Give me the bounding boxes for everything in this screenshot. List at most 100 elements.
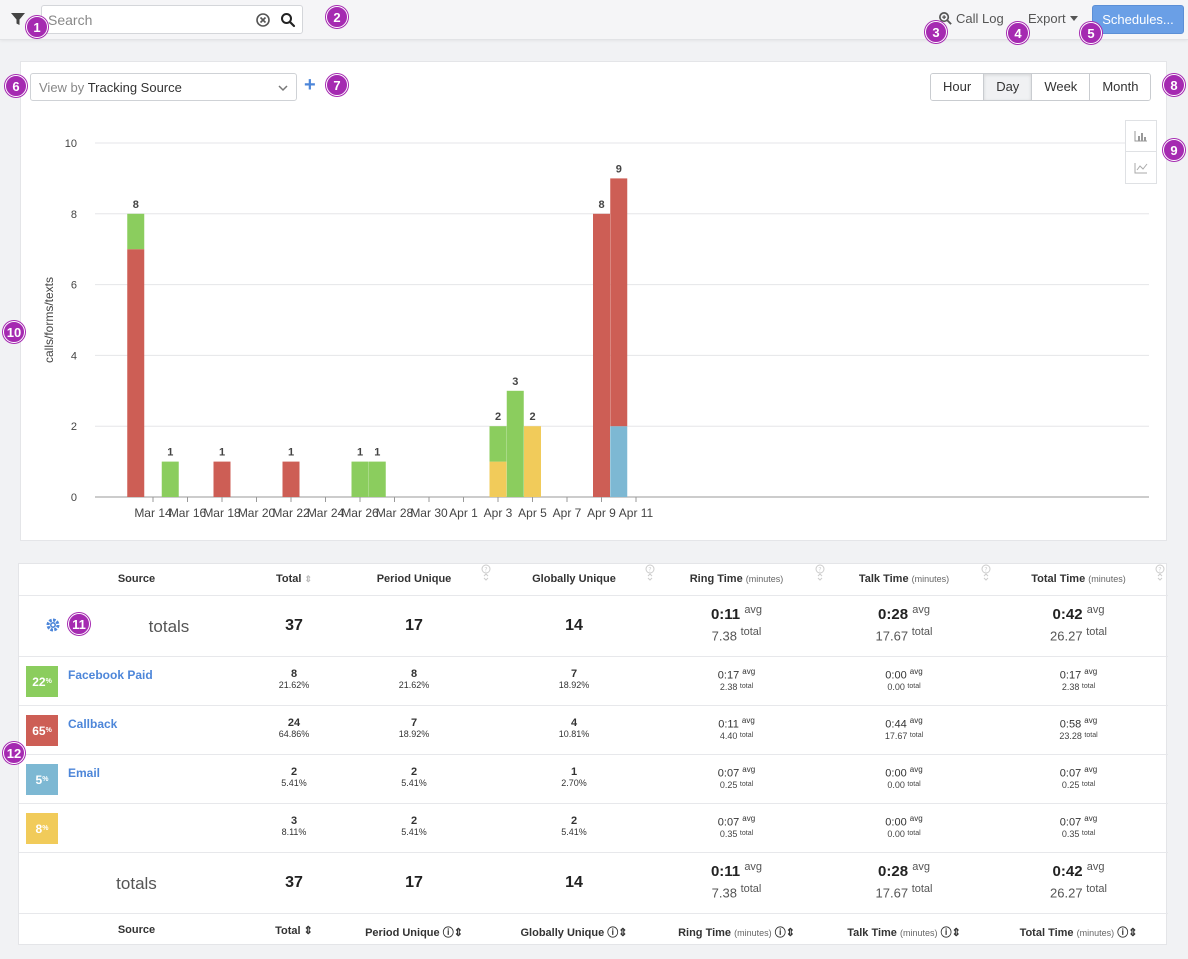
sources-table: Source Total ⇕ Period Unique Globally Un… bbox=[18, 563, 1168, 945]
time-total: 0.35 bbox=[719, 828, 738, 839]
bar-chart-button[interactable] bbox=[1125, 120, 1157, 152]
footer-period-unique[interactable]: Period Unique ⓘ⇕ bbox=[334, 924, 494, 940]
bar-segment bbox=[489, 426, 507, 462]
export-dropdown[interactable]: Export bbox=[1028, 11, 1078, 26]
table-row: 22% Facebook Paid 8 21.62% 8 21.62% 7 18… bbox=[19, 657, 1168, 706]
total-label: total bbox=[1081, 829, 1096, 837]
source-link[interactable]: Callback bbox=[68, 717, 118, 731]
globally-unique-cell-percent: 18.92% bbox=[558, 680, 590, 690]
period-hour-button[interactable]: Hour bbox=[931, 74, 984, 100]
footer-talk-time[interactable]: Talk Time (minutes) ⓘ⇕ bbox=[819, 924, 989, 940]
header-total[interactable]: Total ⇕ bbox=[254, 573, 334, 585]
line-chart-button[interactable] bbox=[1125, 152, 1157, 184]
total-label: total bbox=[907, 829, 921, 837]
bar-segment bbox=[368, 461, 386, 497]
callout-8: 8 bbox=[1163, 74, 1185, 96]
schedules-button[interactable]: Schedules... bbox=[1092, 5, 1184, 34]
caret-down-icon bbox=[1069, 15, 1078, 21]
callout-6: 6 bbox=[5, 75, 27, 97]
header-talk-unit: (minutes) bbox=[911, 574, 950, 584]
footer-total-time[interactable]: Total Time (minutes) ⓘ⇕ bbox=[989, 924, 1168, 940]
time-avg: 0:07 bbox=[1059, 767, 1082, 780]
time-cell: 0:07 avg 0.25 total bbox=[989, 765, 1168, 790]
period-unique-cell-value: 7 bbox=[410, 717, 418, 729]
footer-ring-time[interactable]: Ring Time (minutes) ⓘ⇕ bbox=[654, 924, 819, 940]
totals-ring-avg: 0:11 bbox=[710, 863, 741, 880]
clear-search-icon[interactable] bbox=[256, 13, 270, 27]
time-total: 23.28 bbox=[1059, 730, 1082, 741]
period-unique-cell-percent: 21.62% bbox=[398, 680, 430, 690]
header-total-time[interactable]: Total Time (minutes) bbox=[989, 573, 1168, 585]
time-avg: 0:17 bbox=[1059, 669, 1082, 682]
filter-icon[interactable] bbox=[10, 11, 26, 27]
globally-unique-cell-percent: 5.41% bbox=[561, 827, 587, 837]
avg-label: avg bbox=[1084, 716, 1098, 725]
globally-unique-cell-percent: 10.81% bbox=[558, 729, 590, 739]
x-tick-label: Mar 30 bbox=[410, 506, 448, 520]
avg-label: avg bbox=[912, 861, 930, 873]
avg-label: avg bbox=[744, 604, 763, 616]
totals-talk-time: 0:28 avg 17.67 total bbox=[819, 861, 989, 900]
time-cell: 0:00 avg 0.00 total bbox=[819, 667, 989, 692]
badge-value: 65 bbox=[32, 723, 46, 738]
footer-globally-unique[interactable]: Globally Unique ⓘ⇕ bbox=[494, 924, 654, 940]
call-log-button[interactable]: Call Log bbox=[938, 11, 1004, 26]
x-tick-label: Apr 3 bbox=[484, 506, 513, 520]
globally-unique-cell: 4 10.81% bbox=[494, 717, 654, 739]
line-chart-icon bbox=[1134, 162, 1148, 173]
header-globally-unique[interactable]: Globally Unique bbox=[532, 573, 616, 585]
time-cell: 0:00 avg 0.00 total bbox=[819, 814, 989, 839]
globally-unique-cell-value: 1 bbox=[570, 766, 578, 778]
source-link[interactable]: Email bbox=[68, 766, 101, 780]
header-period-unique[interactable]: Period Unique bbox=[376, 573, 452, 585]
footer-total[interactable]: Total ⇕ bbox=[254, 924, 334, 937]
footer-ring-unit: (minutes) bbox=[734, 928, 772, 938]
bar-total-label: 1 bbox=[219, 447, 225, 459]
chart-type-toggle bbox=[1125, 120, 1157, 184]
callout-7: 7 bbox=[326, 74, 348, 96]
footer-total-time-unit: (minutes) bbox=[1076, 928, 1115, 938]
search-input[interactable] bbox=[48, 10, 248, 30]
header-ring-time-label: Ring Time bbox=[689, 573, 743, 585]
time-cell: 0:11 avg 4.40 total bbox=[654, 716, 819, 741]
help-icon[interactable]: ? bbox=[981, 564, 991, 582]
header-source[interactable]: Source bbox=[117, 573, 156, 585]
header-ring-time[interactable]: Ring Time (minutes) bbox=[654, 573, 819, 585]
help-icon[interactable]: ? bbox=[481, 564, 491, 582]
footer-talk-unit: (minutes) bbox=[900, 928, 938, 938]
period-week-button[interactable]: Week bbox=[1031, 74, 1090, 100]
add-grouping-button[interactable]: + bbox=[304, 74, 316, 96]
time-cell: 0:17 avg 2.38 total bbox=[654, 667, 819, 692]
view-by-select[interactable]: View by Tracking Source bbox=[30, 73, 297, 101]
chart-panel: View by Tracking Source + Hour Day Week … bbox=[20, 61, 1167, 541]
help-icon[interactable]: ? bbox=[645, 564, 655, 582]
header-ring-unit: (minutes) bbox=[745, 574, 784, 584]
x-tick-label: Apr 1 bbox=[449, 506, 478, 520]
search-icon[interactable] bbox=[280, 12, 296, 28]
footer-period-unique-label: Period Unique bbox=[365, 927, 440, 939]
source-link[interactable]: Facebook Paid bbox=[68, 668, 153, 682]
bar-total-label: 8 bbox=[598, 199, 604, 211]
export-label: Export bbox=[1028, 11, 1066, 26]
total-label: total bbox=[907, 682, 921, 690]
help-icon[interactable]: ? bbox=[815, 564, 825, 582]
svg-text:?: ? bbox=[1158, 567, 1161, 574]
gear-icon[interactable] bbox=[45, 617, 61, 633]
footer-total-time-label: Total Time bbox=[1019, 927, 1074, 939]
header-talk-time[interactable]: Talk Time (minutes) bbox=[819, 573, 989, 585]
totals-total-time: 0:42 avg 26.27 total bbox=[989, 604, 1168, 643]
footer-source[interactable]: Source bbox=[117, 924, 156, 936]
totals-globally-unique: 14 bbox=[565, 617, 583, 634]
total-label: total bbox=[907, 780, 921, 788]
sort-icon: ⇕ bbox=[785, 927, 795, 939]
avg-label: avg bbox=[1084, 814, 1098, 823]
y-tick-label: 4 bbox=[71, 350, 77, 362]
help-icon[interactable]: ? bbox=[1155, 564, 1165, 582]
bar-segment bbox=[489, 461, 507, 497]
total-label: total bbox=[1086, 626, 1107, 638]
help-icon: ⓘ bbox=[1117, 927, 1129, 939]
time-total: 0.35 bbox=[1061, 828, 1080, 839]
period-month-button[interactable]: Month bbox=[1089, 74, 1151, 100]
period-day-button[interactable]: Day bbox=[983, 74, 1032, 100]
top-toolbar: Call Log Export Schedules... bbox=[0, 0, 1188, 40]
